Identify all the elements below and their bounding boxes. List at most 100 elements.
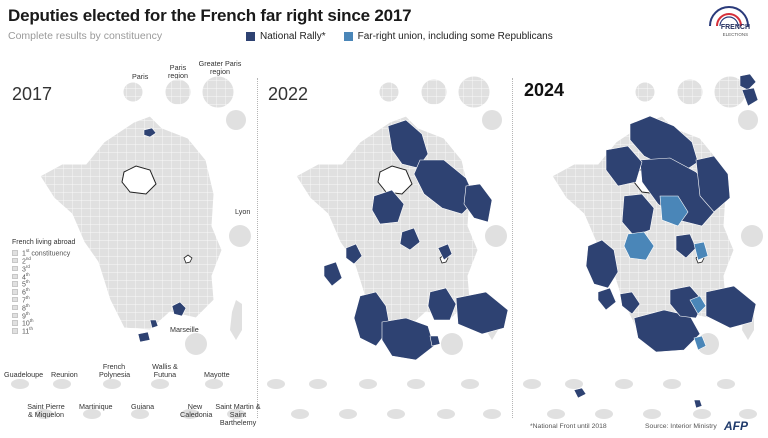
overseas-label-wallis: Wallis & Futuna: [152, 362, 178, 379]
overseas-shape-8: [693, 409, 711, 419]
inset-lyon-top: [226, 110, 246, 130]
constituency-highlight: [741, 87, 759, 107]
inset-label-lyon: Lyon: [235, 207, 251, 216]
panel-divider-2: [512, 78, 513, 418]
overseas-shape-5: [547, 409, 565, 419]
year-label-2024: 2024: [524, 80, 565, 100]
constituency-highlight: [585, 239, 619, 289]
abroad-row: 1st constituency: [12, 248, 75, 258]
overseas-shape-2: [359, 379, 377, 389]
inset-grid-0: [635, 82, 655, 102]
overseas-shape-4: [205, 379, 223, 389]
constituency-highlight: [323, 261, 343, 287]
inset-grid-2: [458, 76, 490, 108]
page-subtitle: Complete results by constituency: [8, 30, 163, 42]
constituency-highlight: [381, 317, 435, 361]
abroad-swatch: [12, 328, 18, 334]
overseas-label-reunion: Reunion: [51, 370, 78, 379]
abroad-row-label: 9th: [22, 310, 30, 320]
overseas-label-stpierre: Saint Pierre & Miquelon: [27, 402, 65, 419]
overseas-label-mayotte: Mayotte: [204, 370, 230, 379]
overseas-shape-4: [461, 379, 479, 389]
abroad-row-label: 3rd: [22, 263, 30, 274]
constituency-highlight: [693, 335, 707, 351]
constituency-highlight: [623, 231, 655, 261]
abroad-row-label: 7th: [22, 295, 30, 305]
footnote: *National Front until 2018: [530, 423, 607, 430]
legend-item-rn: National Rally*: [246, 31, 326, 42]
constituency-highlight: [399, 227, 421, 251]
overseas-label-stmartin: Saint Martin & Saint Barthelemy: [215, 402, 261, 427]
inset-lyon-top: [482, 110, 502, 130]
constituency-highlight: [693, 399, 703, 409]
map-panel-2017: [11, 75, 251, 419]
overseas-shape-7: [643, 409, 661, 419]
abroad-row: 7th: [12, 295, 75, 305]
legend-swatch-union: [343, 32, 353, 41]
constituency-highlight: [621, 193, 655, 237]
constituency-highlight: [143, 127, 157, 138]
abroad-row: 9th: [12, 310, 75, 320]
overseas-shape-3: [151, 379, 169, 389]
legend: National Rally* Far-right union, includi…: [246, 31, 553, 42]
abroad-swatch: [12, 304, 18, 311]
france-constituency-grid: [40, 116, 222, 330]
constituency-highlight: [605, 145, 643, 187]
abroad-swatch: [12, 296, 18, 303]
abroad-row-label: 11th: [22, 326, 34, 336]
abroad-rows: 1st constituency 2nd 3rd 4th 5th 6th 7th 8th 9th…: [12, 248, 75, 336]
abroad-swatch: [12, 281, 18, 287]
inset-grid-2: [202, 76, 234, 108]
overseas-shape-4: [717, 379, 735, 389]
overseas-label-guiana: Guiana: [131, 402, 155, 411]
constituency-highlight: [437, 243, 453, 261]
overseas-shape-0: [523, 379, 541, 389]
page-title: Deputies elected for the French far righ…: [8, 6, 412, 25]
constituency-highlight: [573, 387, 587, 399]
logo-line1: FRENCH: [720, 24, 750, 31]
constituency-highlight: [371, 189, 405, 225]
inset-grid-0: [379, 82, 399, 102]
overseas-shape-1: [53, 379, 71, 389]
overseas-shape-7: [131, 409, 149, 419]
legend-label-union: Far-right union, including some Republic…: [357, 31, 553, 42]
abroad-swatch: [12, 257, 18, 264]
logo-line2: ELECTIONS: [722, 32, 749, 37]
constituency-highlight: [429, 335, 441, 347]
abroad-row-label: 4th: [22, 271, 30, 281]
afp-logo: AFP: [724, 419, 748, 433]
constituency-highlight: [149, 319, 159, 329]
overseas-shape-8: [437, 409, 455, 419]
lyon-outline: [183, 254, 193, 264]
overseas-shape-2: [103, 379, 121, 389]
overseas-shape-6: [83, 409, 101, 419]
inset-label-greater-paris: Greater Paris region: [198, 59, 242, 76]
inset-lyon-top: [738, 110, 758, 130]
constituency-highlight: [171, 301, 187, 317]
abroad-title: French living abroad: [12, 239, 76, 246]
abroad-swatch: [12, 289, 18, 295]
overseas-label-polynesia: French Polynesia: [99, 362, 131, 379]
overseas-label-martinique: Martinique: [79, 402, 113, 411]
constituency-highlight: [619, 291, 641, 315]
abroad-row-label: 8th: [22, 302, 30, 313]
overseas-shape-5: [35, 409, 53, 419]
abroad-swatch: [12, 265, 18, 272]
inset-lyon: [485, 225, 507, 247]
abroad-swatch: [12, 273, 18, 280]
inset-lyon: [229, 225, 251, 247]
inset-marseille: [441, 333, 463, 355]
overseas-shape-2: [615, 379, 633, 389]
abroad-row: 8th: [12, 302, 75, 313]
constituency-highlight: [739, 73, 757, 91]
overseas-shape-6: [595, 409, 613, 419]
overseas-shape-7: [387, 409, 405, 419]
abroad-row: 10th: [12, 318, 75, 328]
abroad-row: 3rd: [12, 263, 75, 274]
inset-label-paris-region: Paris region: [168, 63, 188, 80]
constituency-highlight: [413, 159, 477, 215]
constituency-highlight: [695, 155, 731, 213]
abroad-row-label: 6th: [22, 287, 30, 297]
inset-grid-1: [677, 79, 703, 105]
